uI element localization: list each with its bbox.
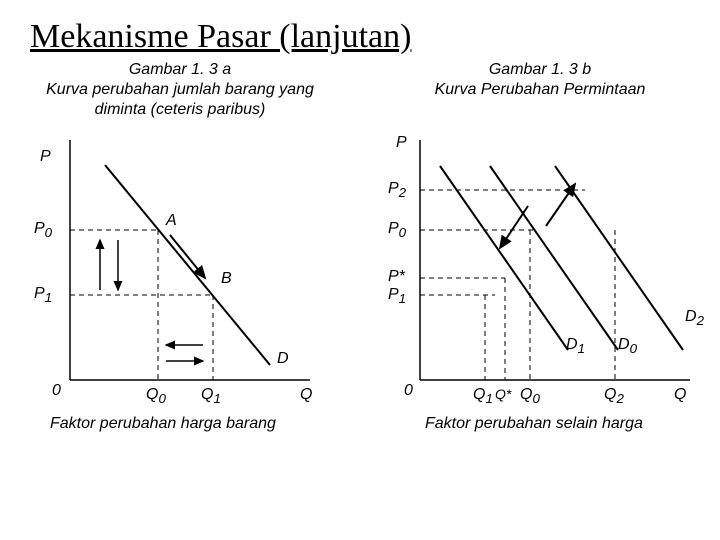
right-pstar-label: P* [388, 268, 405, 286]
charts-row: P P0 P1 A B D 0 Q0 Q1 Q Faktor perubahan… [0, 130, 720, 450]
right-p2-label: P2 [388, 180, 406, 200]
right-caption-sub: Kurva Perubahan Permintaan [360, 80, 720, 100]
right-p0-label: P0 [388, 220, 406, 240]
left-caption-title: Gambar 1. 3 a [0, 60, 360, 80]
right-origin: 0 [404, 382, 413, 400]
left-chart: P P0 P1 A B D 0 Q0 Q1 Q Faktor perubahan… [0, 130, 360, 450]
left-caption-sub2: diminta (ceteris paribus) [0, 100, 360, 120]
left-origin: 0 [52, 382, 61, 400]
right-caption-title: Gambar 1. 3 b [360, 60, 720, 80]
right-d0-label: D0 [618, 336, 637, 356]
right-q1-label: Q1 [473, 386, 493, 406]
left-footer: Faktor perubahan harga barang [50, 415, 276, 433]
left-point-a: A [166, 212, 177, 230]
right-q0-label: Q0 [520, 386, 540, 406]
right-caption: Gambar 1. 3 b Kurva Perubahan Permintaan [360, 60, 720, 120]
right-d1-label: D1 [566, 336, 585, 356]
left-point-b: B [221, 270, 232, 288]
left-caption: Gambar 1. 3 a Kurva perubahan jumlah bar… [0, 60, 360, 120]
right-chart: P P2 P0 P* P1 D1 D0 D2 0 Q1 Q* Q0 Q2 Q [360, 130, 720, 450]
page-title: Mekanisme Pasar (lanjutan) [0, 0, 720, 56]
left-q0-label: Q0 [146, 386, 166, 406]
left-y-axis-label: P [40, 148, 51, 166]
right-q2-label: Q2 [604, 386, 624, 406]
right-chart-svg [360, 130, 720, 450]
right-x-axis-end: Q [674, 386, 686, 404]
left-p0-label: P0 [34, 220, 52, 240]
captions-row: Gambar 1. 3 a Kurva perubahan jumlah bar… [0, 60, 720, 120]
left-p1-label: P1 [34, 285, 52, 305]
right-y-axis-label: P [396, 134, 407, 152]
right-p1-label: P1 [388, 286, 406, 306]
left-x-axis-end: Q [300, 386, 312, 404]
left-q1-label: Q1 [201, 386, 221, 406]
right-footer: Faktor perubahan selain harga [425, 415, 643, 433]
left-caption-sub1: Kurva perubahan jumlah barang yang [0, 80, 360, 100]
right-qstar-label: Q* [495, 386, 511, 402]
right-d2-label: D2 [685, 308, 704, 328]
left-curve-d: D [277, 350, 289, 368]
